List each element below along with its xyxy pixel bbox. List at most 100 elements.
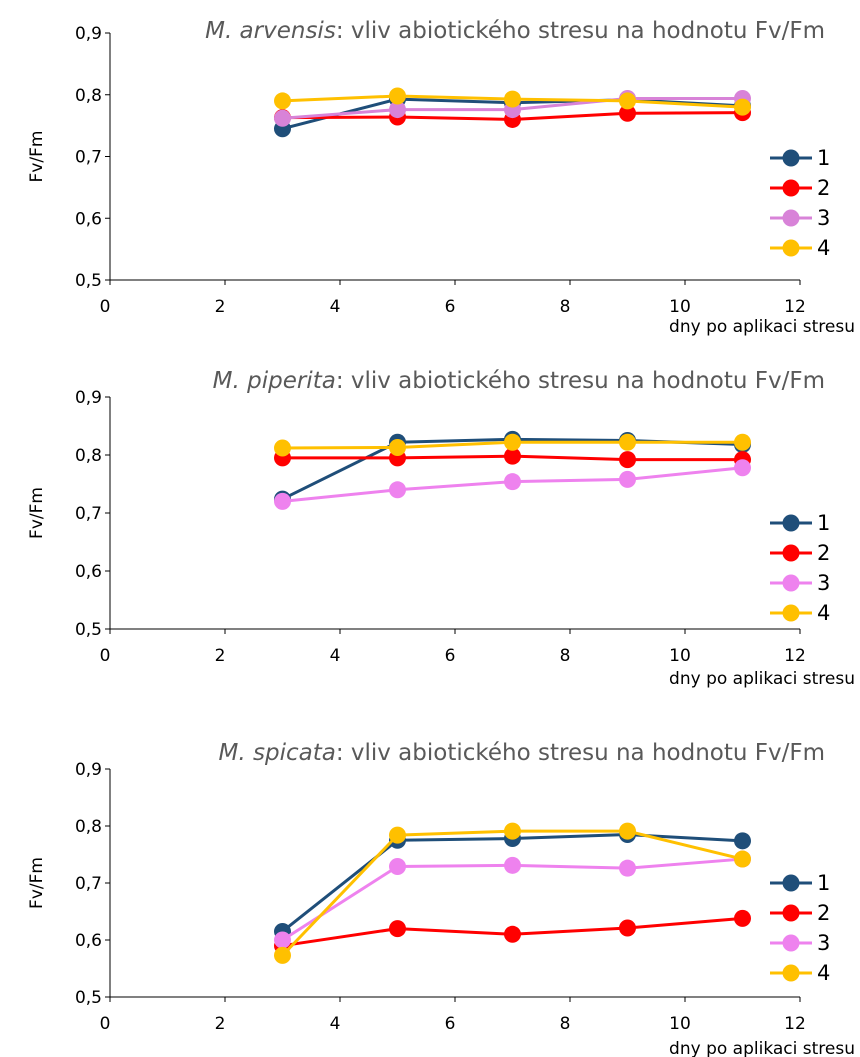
x-tick-label: 2	[215, 646, 226, 666]
data-point	[389, 857, 406, 875]
chart-title-species: M. piperita	[213, 368, 336, 394]
legend-marker	[782, 179, 800, 197]
y-tick-label: 0,7	[75, 874, 102, 894]
series-4	[274, 433, 751, 457]
y-tick-label: 0,8	[75, 446, 102, 466]
data-point	[734, 459, 751, 477]
chart-title-species: M. arvensis	[205, 18, 336, 44]
data-point	[274, 492, 291, 510]
data-point	[504, 822, 521, 840]
legend-item-3: 3	[770, 571, 830, 595]
x-tick-label: 2	[215, 297, 226, 317]
data-point	[389, 87, 406, 105]
legend-label: 2	[817, 176, 830, 200]
legend-marker	[782, 239, 800, 257]
legend-marker	[782, 514, 800, 532]
data-point	[504, 925, 521, 943]
x-tick-label: 0	[100, 1014, 111, 1034]
data-point	[734, 850, 751, 868]
y-tick-label: 0,9	[75, 760, 102, 780]
legend-label: 2	[817, 901, 830, 925]
x-tick-label: 0	[100, 646, 111, 666]
y-tick-label: 0,9	[75, 388, 102, 408]
legend-label: 4	[817, 601, 830, 625]
data-point	[389, 826, 406, 844]
chart-title-rest: : vliv abiotického stresu na hodnotu Fv/…	[336, 368, 825, 394]
data-point	[619, 433, 636, 451]
data-point	[389, 438, 406, 456]
legend-item-3: 3	[770, 206, 830, 230]
data-point	[274, 946, 291, 964]
data-point	[734, 98, 751, 116]
chart-title-species: M. spicata	[219, 740, 336, 766]
legend-item-4: 4	[770, 961, 830, 985]
x-tick-label: 10	[669, 297, 691, 317]
legend-label: 3	[817, 571, 830, 595]
y-tick-label: 0,5	[75, 271, 102, 291]
x-tick-label: 12	[784, 646, 806, 666]
series-4	[274, 822, 751, 964]
x-tick-label: 12	[784, 1014, 806, 1034]
x-tick-label: 0	[100, 297, 111, 317]
data-point	[504, 433, 521, 451]
legend-item-4: 4	[770, 601, 830, 625]
legend-marker	[782, 934, 800, 952]
data-point	[619, 104, 636, 122]
data-point	[619, 92, 636, 110]
chart-title: M. piperita: vliv abiotického stresu na …	[213, 368, 825, 394]
chart-2: M. piperita: vliv abiotického stresu na …	[27, 368, 855, 689]
legend-label: 3	[817, 206, 830, 230]
legend-label: 1	[817, 511, 830, 535]
x-axis-label: dny po aplikaci stresu	[669, 669, 855, 689]
x-axis-label: dny po aplikaci stresu	[669, 1039, 855, 1057]
series-2	[274, 909, 751, 955]
y-axis-label: Fv/Fm	[27, 857, 47, 909]
x-tick-label: 8	[560, 297, 571, 317]
series-3	[274, 850, 751, 949]
x-tick-label: 10	[669, 1014, 691, 1034]
x-tick-label: 4	[330, 297, 341, 317]
data-point	[619, 919, 636, 937]
legend-item-2: 2	[770, 901, 830, 925]
x-tick-label: 4	[330, 1014, 341, 1034]
y-tick-label: 0,7	[75, 148, 102, 168]
x-tick-label: 10	[669, 646, 691, 666]
data-point	[734, 433, 751, 451]
data-point	[274, 92, 291, 110]
data-point	[619, 451, 636, 469]
data-point	[389, 920, 406, 938]
y-tick-label: 0,8	[75, 86, 102, 106]
chart-title-rest: : vliv abiotického stresu na hodnotu Fv/…	[336, 740, 825, 766]
series-4	[274, 87, 751, 116]
legend-marker	[782, 574, 800, 592]
y-axis-label: Fv/Fm	[27, 131, 47, 183]
data-point	[734, 909, 751, 927]
x-tick-label: 4	[330, 646, 341, 666]
legend-item-4: 4	[770, 236, 830, 260]
y-tick-label: 0,5	[75, 620, 102, 640]
legend-marker	[782, 874, 800, 892]
x-tick-label: 6	[445, 297, 456, 317]
y-tick-label: 0,6	[75, 562, 102, 582]
data-point	[504, 90, 521, 108]
legend-marker	[782, 209, 800, 227]
series-3	[274, 459, 751, 510]
legend-label: 4	[817, 961, 830, 985]
legend-item-3: 3	[770, 931, 830, 955]
legend-label: 2	[817, 541, 830, 565]
x-tick-label: 8	[560, 646, 571, 666]
y-tick-label: 0,6	[75, 209, 102, 229]
data-point	[504, 856, 521, 874]
legend-label: 1	[817, 146, 830, 170]
y-axis-label: Fv/Fm	[27, 487, 47, 539]
x-tick-label: 2	[215, 1014, 226, 1034]
x-tick-label: 6	[445, 1014, 456, 1034]
x-axis-label: dny po aplikaci stresu	[669, 317, 855, 337]
data-point	[274, 109, 291, 127]
y-tick-label: 0,6	[75, 931, 102, 951]
data-point	[504, 473, 521, 491]
y-tick-label: 0,5	[75, 988, 102, 1008]
legend-marker	[782, 544, 800, 562]
data-point	[619, 470, 636, 488]
chart-title: M. spicata: vliv abiotického stresu na h…	[219, 740, 825, 766]
